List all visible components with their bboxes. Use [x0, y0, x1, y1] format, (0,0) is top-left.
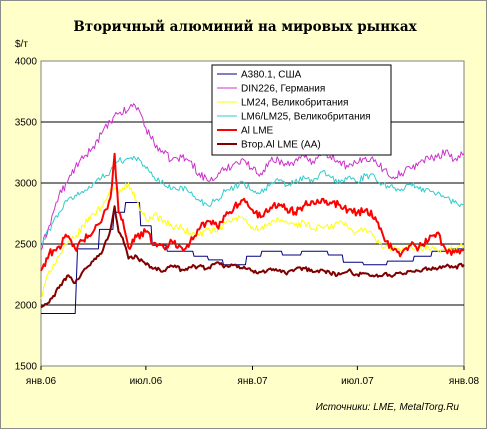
- series-layer: [40, 103, 465, 314]
- series-line: [40, 155, 465, 247]
- x-tick-label: янв.07: [237, 376, 268, 387]
- y-tick-label: 3500: [15, 118, 38, 129]
- chart-title: Вторичный алюминий на мировых рынках: [73, 19, 417, 35]
- x-tick-label: янв.08: [449, 376, 480, 387]
- x-tick-label: июл.07: [341, 376, 374, 387]
- y-tick-label: 1500: [15, 362, 38, 373]
- legend-label: Al LME: [241, 126, 274, 137]
- legend-box: [211, 64, 392, 156]
- legend-label: DIN226, Германия: [241, 84, 325, 95]
- series-line: [40, 205, 465, 309]
- source-note: Источники: LME, MetalTorg.Ru: [316, 402, 460, 413]
- series-line: [40, 103, 465, 251]
- legend-label: LM6/LM25, Великобритания: [241, 111, 371, 123]
- legend-label: A380.1, США: [241, 70, 302, 81]
- y-axis-label: $/т: [15, 39, 28, 50]
- series-line: [40, 152, 465, 272]
- legend: A380.1, США DIN226, Германия LM24, Великоб…: [211, 64, 392, 156]
- y-tick-label: 4000: [15, 57, 38, 68]
- series-line: [41, 202, 464, 314]
- y-tick-label: 2500: [15, 240, 38, 251]
- y-tick-label: 3000: [15, 179, 38, 190]
- x-tick-label: июл.06: [130, 376, 163, 387]
- legend-label: Втор.Al LME (AA): [241, 140, 321, 151]
- axes: 1500 2000 2500 3000 3500 4000 янв.06 июл.06 янв.…: [15, 57, 480, 388]
- y-tick-label: 2000: [15, 301, 38, 312]
- legend-label: LM24, Великобритания: [241, 97, 348, 109]
- x-tick-label: янв.06: [26, 376, 57, 387]
